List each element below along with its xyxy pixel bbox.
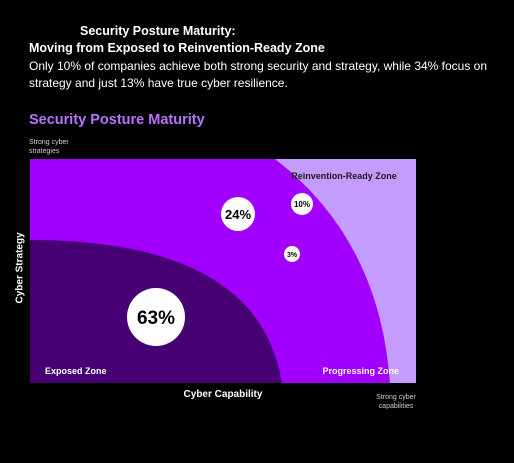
- exposed-value: 63%: [137, 308, 175, 329]
- small-value-bubble: [284, 246, 300, 262]
- small-value: 3%: [287, 252, 298, 259]
- page-title: Security Posture Maturity:: [80, 24, 236, 38]
- exposed-zone-label: Exposed Zone: [45, 366, 107, 376]
- page-description: Only 10% of companies achieve both stron…: [29, 59, 488, 90]
- progressing-value: 24%: [225, 207, 251, 222]
- reinvention-value: 10%: [294, 200, 310, 209]
- diagram-heading: Security Posture Maturity: [29, 112, 205, 128]
- reinvention-value-bubble: [291, 193, 313, 215]
- x-end-note: Strong cyber capabilities: [376, 394, 416, 410]
- x-axis-label: Cyber Capability: [183, 389, 263, 400]
- progressing-value-bubble: [221, 197, 255, 231]
- page-subtitle: Moving from Exposed to Reinvention-Ready…: [29, 41, 325, 55]
- progressing-zone-label: Progressing Zone: [322, 366, 399, 376]
- y-top-note: Strong cyber strategies: [29, 139, 69, 155]
- exposed-value-bubble: [127, 288, 185, 346]
- reinvention-zone-label: Reinvention-Ready Zone: [291, 171, 397, 181]
